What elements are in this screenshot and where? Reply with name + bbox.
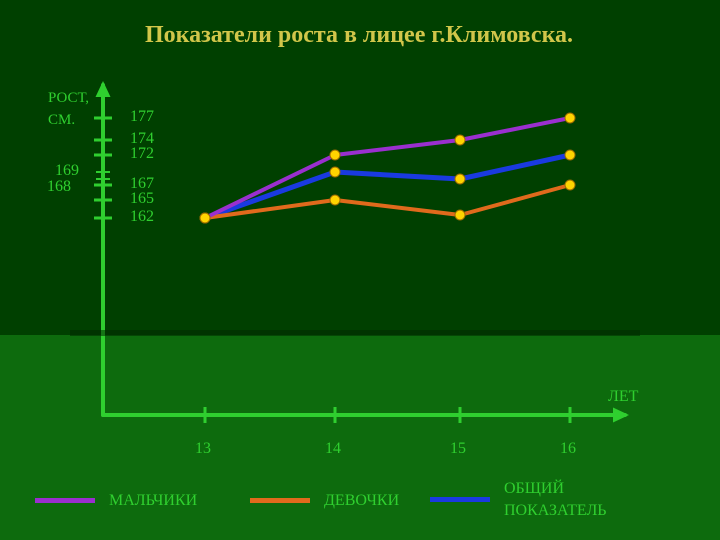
extra-y-label: 168	[47, 178, 71, 196]
chart-svg	[0, 0, 720, 540]
y-tick-label: 167	[130, 175, 154, 193]
shadow-band	[70, 330, 640, 336]
y-tick-label: 174	[130, 130, 154, 148]
y-tick-label: 177	[130, 108, 154, 126]
x-tick-label: 14	[325, 440, 341, 458]
legend-swatch	[250, 498, 310, 503]
legend-swatch	[430, 497, 490, 502]
y-tick-label: 162	[130, 208, 154, 226]
legend-item-boys: МАЛЬЧИКИ	[35, 490, 197, 512]
chart-root: { "canvas": { "width": 720, "height": 54…	[0, 0, 720, 540]
x-tick-label: 16	[560, 440, 576, 458]
legend-label: ДЕВОЧКИ	[324, 490, 399, 512]
legend-item-overall: ОБЩИЙПОКАЗАТЕЛЬ	[430, 478, 606, 521]
legend-label: ОБЩИЙПОКАЗАТЕЛЬ	[504, 478, 606, 521]
legend-swatch	[35, 498, 95, 503]
x-tick-label: 13	[195, 440, 211, 458]
legend-label: МАЛЬЧИКИ	[109, 490, 197, 512]
x-tick-label: 15	[450, 440, 466, 458]
legend-item-girls: ДЕВОЧКИ	[250, 490, 399, 512]
